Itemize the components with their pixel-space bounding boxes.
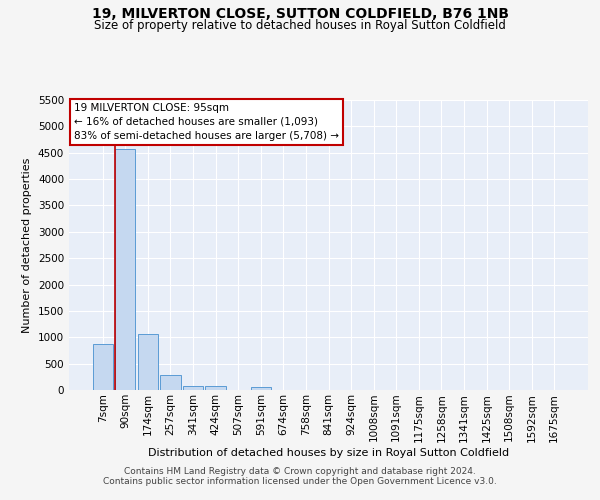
Y-axis label: Number of detached properties: Number of detached properties: [22, 158, 32, 332]
Bar: [183, 386, 203, 390]
Text: Size of property relative to detached houses in Royal Sutton Coldfield: Size of property relative to detached ho…: [94, 19, 506, 32]
Bar: [115, 149, 136, 390]
Text: Distribution of detached houses by size in Royal Sutton Coldfield: Distribution of detached houses by size …: [148, 448, 509, 458]
Bar: [205, 386, 226, 390]
Bar: [160, 374, 181, 390]
Text: 19, MILVERTON CLOSE, SUTTON COLDFIELD, B76 1NB: 19, MILVERTON CLOSE, SUTTON COLDFIELD, B…: [91, 8, 509, 22]
Bar: [251, 387, 271, 390]
Text: 19 MILVERTON CLOSE: 95sqm
← 16% of detached houses are smaller (1,093)
83% of se: 19 MILVERTON CLOSE: 95sqm ← 16% of detac…: [74, 103, 339, 141]
Bar: [138, 334, 158, 390]
Text: Contains public sector information licensed under the Open Government Licence v3: Contains public sector information licen…: [103, 477, 497, 486]
Bar: [92, 344, 113, 390]
Text: Contains HM Land Registry data © Crown copyright and database right 2024.: Contains HM Land Registry data © Crown c…: [124, 467, 476, 476]
